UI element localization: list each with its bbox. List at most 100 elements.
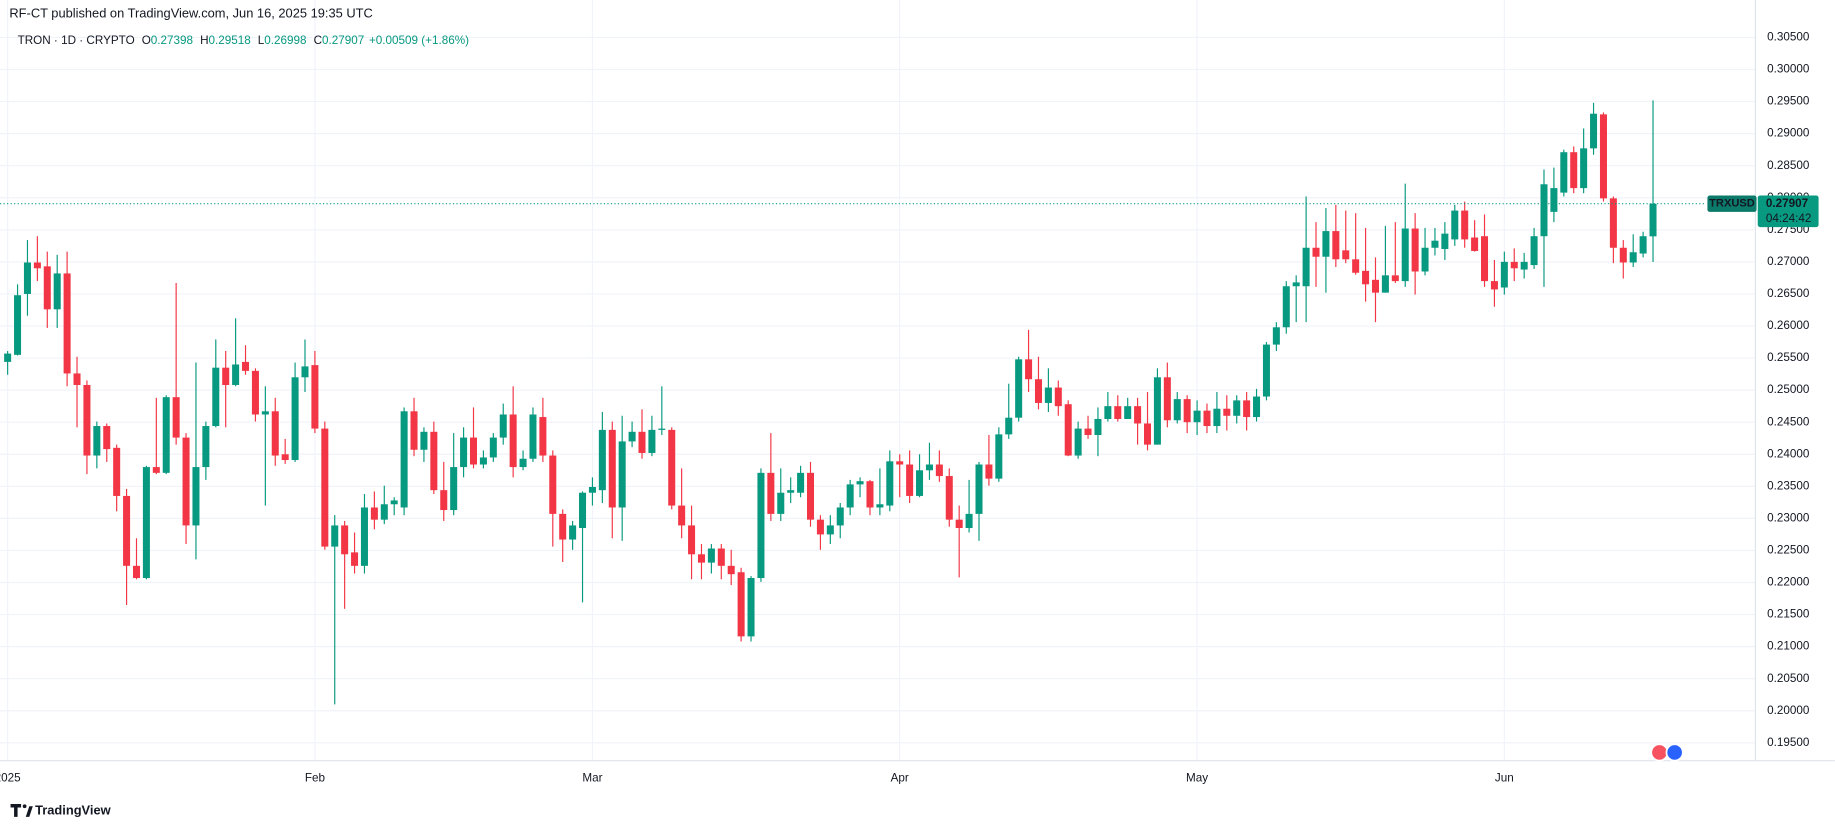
candle-body — [1074, 428, 1082, 456]
candle-body — [1451, 210, 1459, 240]
o-value: 0.27398 — [151, 34, 193, 47]
candle-body — [1391, 275, 1399, 282]
candle-body — [965, 513, 973, 528]
candle-body — [856, 481, 864, 485]
candle-body — [142, 467, 150, 579]
candle-body — [767, 472, 775, 514]
candle-body — [1590, 113, 1598, 149]
y-tick-label: 0.25500 — [1767, 351, 1810, 364]
publish-header: RF-CT published on TradingView.com, Jun … — [9, 5, 372, 20]
candle-body — [1015, 359, 1023, 418]
candle-body — [935, 464, 943, 477]
candle-body — [261, 411, 269, 415]
candle-body — [757, 472, 765, 579]
candle-body — [23, 262, 31, 294]
candle-body — [1094, 418, 1102, 436]
candle-body — [995, 434, 1003, 479]
candle-body — [697, 554, 705, 563]
y-tick-label: 0.24000 — [1767, 447, 1810, 460]
candle-body — [1233, 400, 1241, 416]
candle-body — [916, 470, 924, 496]
y-tick-label: 0.22000 — [1767, 576, 1810, 589]
candle-body — [727, 565, 735, 575]
candle-body — [806, 472, 815, 520]
candle-body — [281, 454, 289, 461]
candle-body — [747, 578, 755, 637]
c-value: 0.27907 — [322, 34, 364, 47]
candle-body — [975, 464, 983, 514]
candle-body — [291, 377, 299, 461]
candle-body — [499, 414, 507, 438]
candle-body — [945, 476, 953, 520]
y-tick-label: 0.30500 — [1767, 31, 1810, 44]
candle-body — [1619, 247, 1627, 263]
footer-brand: TradingView — [35, 802, 112, 817]
candle-body — [182, 437, 190, 526]
ticker-tag — [1707, 195, 1757, 212]
last-price-label: 0.27907 — [1766, 197, 1808, 210]
candle-body — [222, 367, 230, 385]
candle-body — [906, 464, 914, 496]
candle-body — [1332, 231, 1340, 260]
o-label: O — [142, 34, 151, 47]
candle-body — [1104, 406, 1112, 419]
h-value: 0.29518 — [209, 34, 251, 47]
candle-body — [1203, 410, 1211, 427]
candle-body — [53, 273, 61, 310]
candle-body — [1005, 417, 1013, 435]
candle-body — [331, 525, 339, 547]
h-label: H — [200, 34, 208, 47]
ticker-label: TRXUSD — [1709, 198, 1755, 210]
flag-icon — [1650, 743, 1684, 762]
candle-body — [43, 266, 51, 310]
candle-body — [63, 273, 71, 374]
candle-body — [638, 431, 646, 453]
candle-body — [321, 428, 329, 547]
candle-body — [628, 431, 636, 442]
candle-body — [162, 397, 170, 473]
candle-body — [232, 364, 240, 385]
candle-body — [519, 458, 527, 468]
candle-body — [123, 495, 131, 566]
candle-body — [588, 486, 596, 493]
x-tick-label: Mar — [582, 771, 602, 784]
candle-body — [1580, 148, 1588, 189]
candle-body — [598, 429, 606, 491]
candle-body — [212, 367, 220, 427]
y-tick-label: 0.21000 — [1767, 640, 1810, 653]
candle-body — [341, 525, 349, 555]
y-tick-label: 0.20500 — [1767, 672, 1810, 685]
c-label: C — [314, 34, 322, 47]
axis-layer: 0.19500 0.20000 0.20500 0.21000 0.21500 0.220… — [0, 31, 1819, 784]
candle-body — [311, 365, 319, 429]
candle-body — [93, 426, 101, 456]
candle-body — [1312, 247, 1320, 257]
y-tick-label: 0.24500 — [1767, 415, 1810, 428]
candle-body — [886, 461, 894, 506]
candle-body — [1411, 228, 1419, 272]
y-tick-label: 0.25000 — [1767, 383, 1810, 396]
candle-body — [1401, 228, 1409, 282]
candle-body — [608, 429, 616, 508]
candle-body — [192, 467, 200, 526]
candle-body — [658, 428, 666, 430]
candle-body — [1114, 406, 1122, 419]
candle-body — [787, 490, 795, 493]
candle-body — [1342, 250, 1350, 260]
candle-body — [777, 492, 785, 514]
candle-body — [1510, 261, 1518, 269]
candle-body — [579, 492, 587, 528]
candle-body — [876, 504, 884, 508]
candle-body — [846, 484, 854, 508]
candle-body — [1262, 344, 1270, 397]
candle-body — [1044, 387, 1052, 403]
y-tick-label: 0.22500 — [1767, 544, 1810, 557]
candle-body — [271, 411, 279, 456]
candle-body — [678, 505, 686, 526]
candle-body — [479, 457, 487, 465]
candle-body — [73, 373, 81, 385]
candle-body — [420, 431, 428, 450]
y-tick-label: 0.29500 — [1767, 95, 1810, 108]
x-tick-label: Jun — [1495, 771, 1514, 784]
candle-body — [985, 464, 993, 479]
